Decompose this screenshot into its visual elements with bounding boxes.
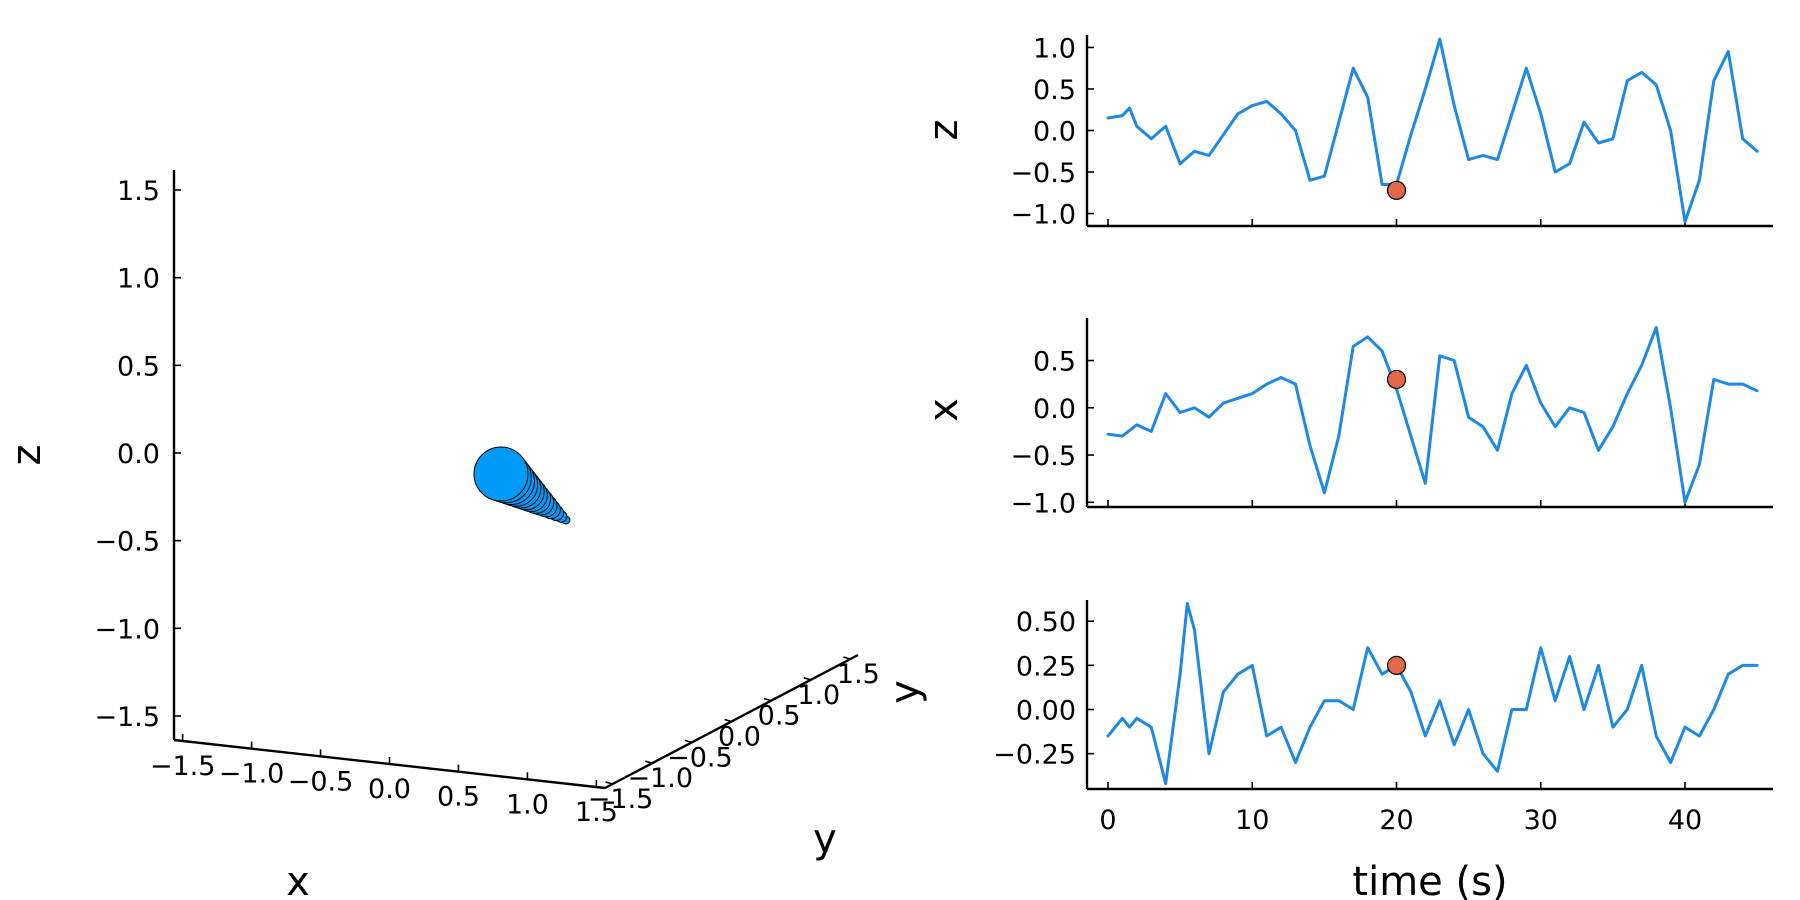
z3-tick-label: −1.5 bbox=[94, 702, 160, 733]
x3-tick-label: 1.0 bbox=[506, 789, 549, 820]
time-tick-label: 20 bbox=[1379, 805, 1413, 836]
z3-tick-label: 1.0 bbox=[117, 264, 160, 295]
z-ytick-label: −1.0 bbox=[1010, 200, 1076, 231]
z-plot-y-label: z bbox=[921, 120, 967, 141]
z3-tick-label: 0.0 bbox=[117, 439, 160, 470]
x3-tick-label: 0.0 bbox=[368, 774, 411, 805]
ball-trail bbox=[473, 446, 571, 525]
x-axis-label: x bbox=[286, 859, 310, 900]
y3-tick-label: 1.0 bbox=[797, 680, 840, 711]
y-ytick-label: 0.00 bbox=[1016, 696, 1076, 727]
plot-y-vs-time: 0.50 0.25 0.00 −0.25 0 10 20 30 40 y time (s) bbox=[882, 600, 1773, 900]
y3-tick-label: −0.5 bbox=[667, 742, 733, 773]
z-series-line bbox=[1106, 37, 1759, 224]
time-tick-label: 30 bbox=[1524, 805, 1558, 836]
y-ytick-label: 0.50 bbox=[1016, 607, 1076, 638]
x-ytick-label: 0.5 bbox=[1033, 347, 1076, 378]
y3-tick-mark bbox=[803, 677, 811, 681]
x-ytick-label: −0.5 bbox=[1010, 441, 1076, 472]
y-series-line bbox=[1106, 602, 1759, 786]
x3-tick-label: 1.5 bbox=[575, 797, 618, 828]
y3-tick-mark bbox=[724, 718, 732, 723]
x-plot-y-ticks: 0.5 0.0 −0.5 −1.0 bbox=[1010, 347, 1094, 519]
x3-tick-label: −1.0 bbox=[219, 759, 285, 790]
x-series-line bbox=[1106, 326, 1759, 504]
x3-tick-label: −0.5 bbox=[288, 766, 354, 797]
y3-tick-mark bbox=[684, 739, 693, 744]
z-axis-label: z bbox=[4, 445, 50, 466]
x-plot-y-label: x bbox=[921, 398, 967, 422]
z-ytick-label: 0.0 bbox=[1033, 117, 1076, 148]
y3-tick-label: 1.5 bbox=[837, 659, 880, 690]
plot-x-vs-time: 0.5 0.0 −0.5 −1.0 x bbox=[921, 318, 1773, 519]
y-axis-label: y bbox=[813, 816, 837, 862]
z3-tick-label: 1.5 bbox=[117, 176, 160, 207]
y-ytick-label: −0.25 bbox=[993, 740, 1076, 771]
z3-tick-label: 0.5 bbox=[117, 351, 160, 382]
y-axis-ticks: −1.5−1.0−0.50.00.51.01.5 bbox=[588, 656, 880, 815]
ball-position-marker bbox=[473, 446, 529, 502]
y3-tick-mark bbox=[843, 656, 851, 660]
time-tick-label: 40 bbox=[1668, 805, 1702, 836]
z-axis-ticks: −1.5 −1.0 −0.5 0.0 0.5 1.0 1.5 bbox=[94, 176, 181, 733]
y3-tick-label: 0.0 bbox=[718, 722, 761, 753]
x3-tick-label: −1.5 bbox=[150, 751, 216, 782]
z-ytick-label: 0.5 bbox=[1033, 75, 1076, 106]
x3-tick-label: 0.5 bbox=[437, 782, 480, 813]
plot-z-vs-time: 1.0 0.5 0.0 −0.5 −1.0 z bbox=[921, 33, 1773, 231]
z-current-marker bbox=[1386, 180, 1407, 200]
z3-tick-label: −0.5 bbox=[94, 527, 160, 558]
x-axis-ticks: −1.5 −1.0 −0.5 0.0 0.5 1.0 1.5 bbox=[150, 733, 618, 828]
x-current-marker bbox=[1386, 369, 1407, 390]
y-plot-y-label: y bbox=[882, 680, 928, 704]
y3-tick-label: 0.5 bbox=[758, 701, 801, 732]
time-tick-label: 10 bbox=[1235, 805, 1269, 836]
x-ytick-label: 0.0 bbox=[1033, 394, 1076, 425]
time-tick-label: 0 bbox=[1099, 805, 1116, 836]
x-ytick-label: −1.0 bbox=[1010, 488, 1076, 519]
y-ytick-label: 0.25 bbox=[1016, 651, 1076, 682]
y-plot-x-ticks: 0 10 20 30 40 bbox=[1099, 782, 1702, 836]
time-axis-label: time (s) bbox=[1352, 859, 1507, 900]
z3-tick-label: −1.0 bbox=[94, 614, 160, 645]
z-ytick-label: −0.5 bbox=[1010, 158, 1076, 189]
y3-tick-mark bbox=[763, 697, 772, 702]
y3-tick-label: −1.0 bbox=[627, 763, 693, 794]
z-ytick-label: 1.0 bbox=[1033, 33, 1076, 64]
y3-tick-mark bbox=[645, 760, 653, 764]
y3-tick-mark bbox=[605, 781, 613, 785]
y3-tick-label: −1.5 bbox=[588, 784, 654, 815]
plot-3d: −1.5−1.0−0.50.00.51.01.5 −1.5 −1.0 −0.5 0.0… bbox=[4, 170, 880, 900]
z-plot-y-ticks: 1.0 0.5 0.0 −0.5 −1.0 bbox=[1010, 33, 1094, 231]
y-current-marker bbox=[1386, 655, 1407, 675]
y-plot-y-ticks: 0.50 0.25 0.00 −0.25 bbox=[993, 607, 1094, 771]
